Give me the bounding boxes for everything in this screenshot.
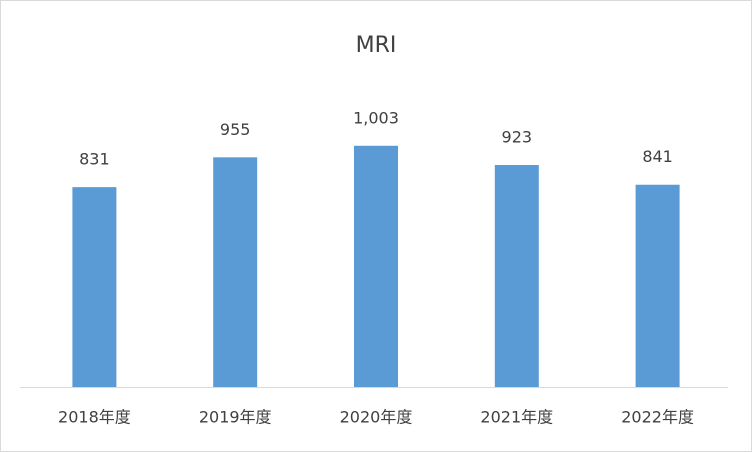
bar — [213, 157, 258, 387]
x-tick-label: 2019年度 — [199, 408, 272, 427]
chart-title: MRI — [356, 33, 397, 58]
data-label: 831 — [79, 150, 110, 169]
bar — [72, 187, 117, 387]
x-tick-label: 2022年度 — [621, 408, 694, 427]
data-label: 841 — [642, 147, 673, 166]
x-tick-label: 2020年度 — [340, 408, 413, 427]
bar — [354, 145, 398, 387]
data-label: 955 — [220, 120, 251, 139]
bar — [494, 165, 539, 387]
data-label: 923 — [502, 128, 533, 147]
x-tick-label: 2018年度 — [58, 408, 131, 427]
data-label: 1,003 — [353, 108, 399, 127]
x-tick-label: 2021年度 — [480, 408, 553, 427]
bar — [635, 184, 680, 387]
